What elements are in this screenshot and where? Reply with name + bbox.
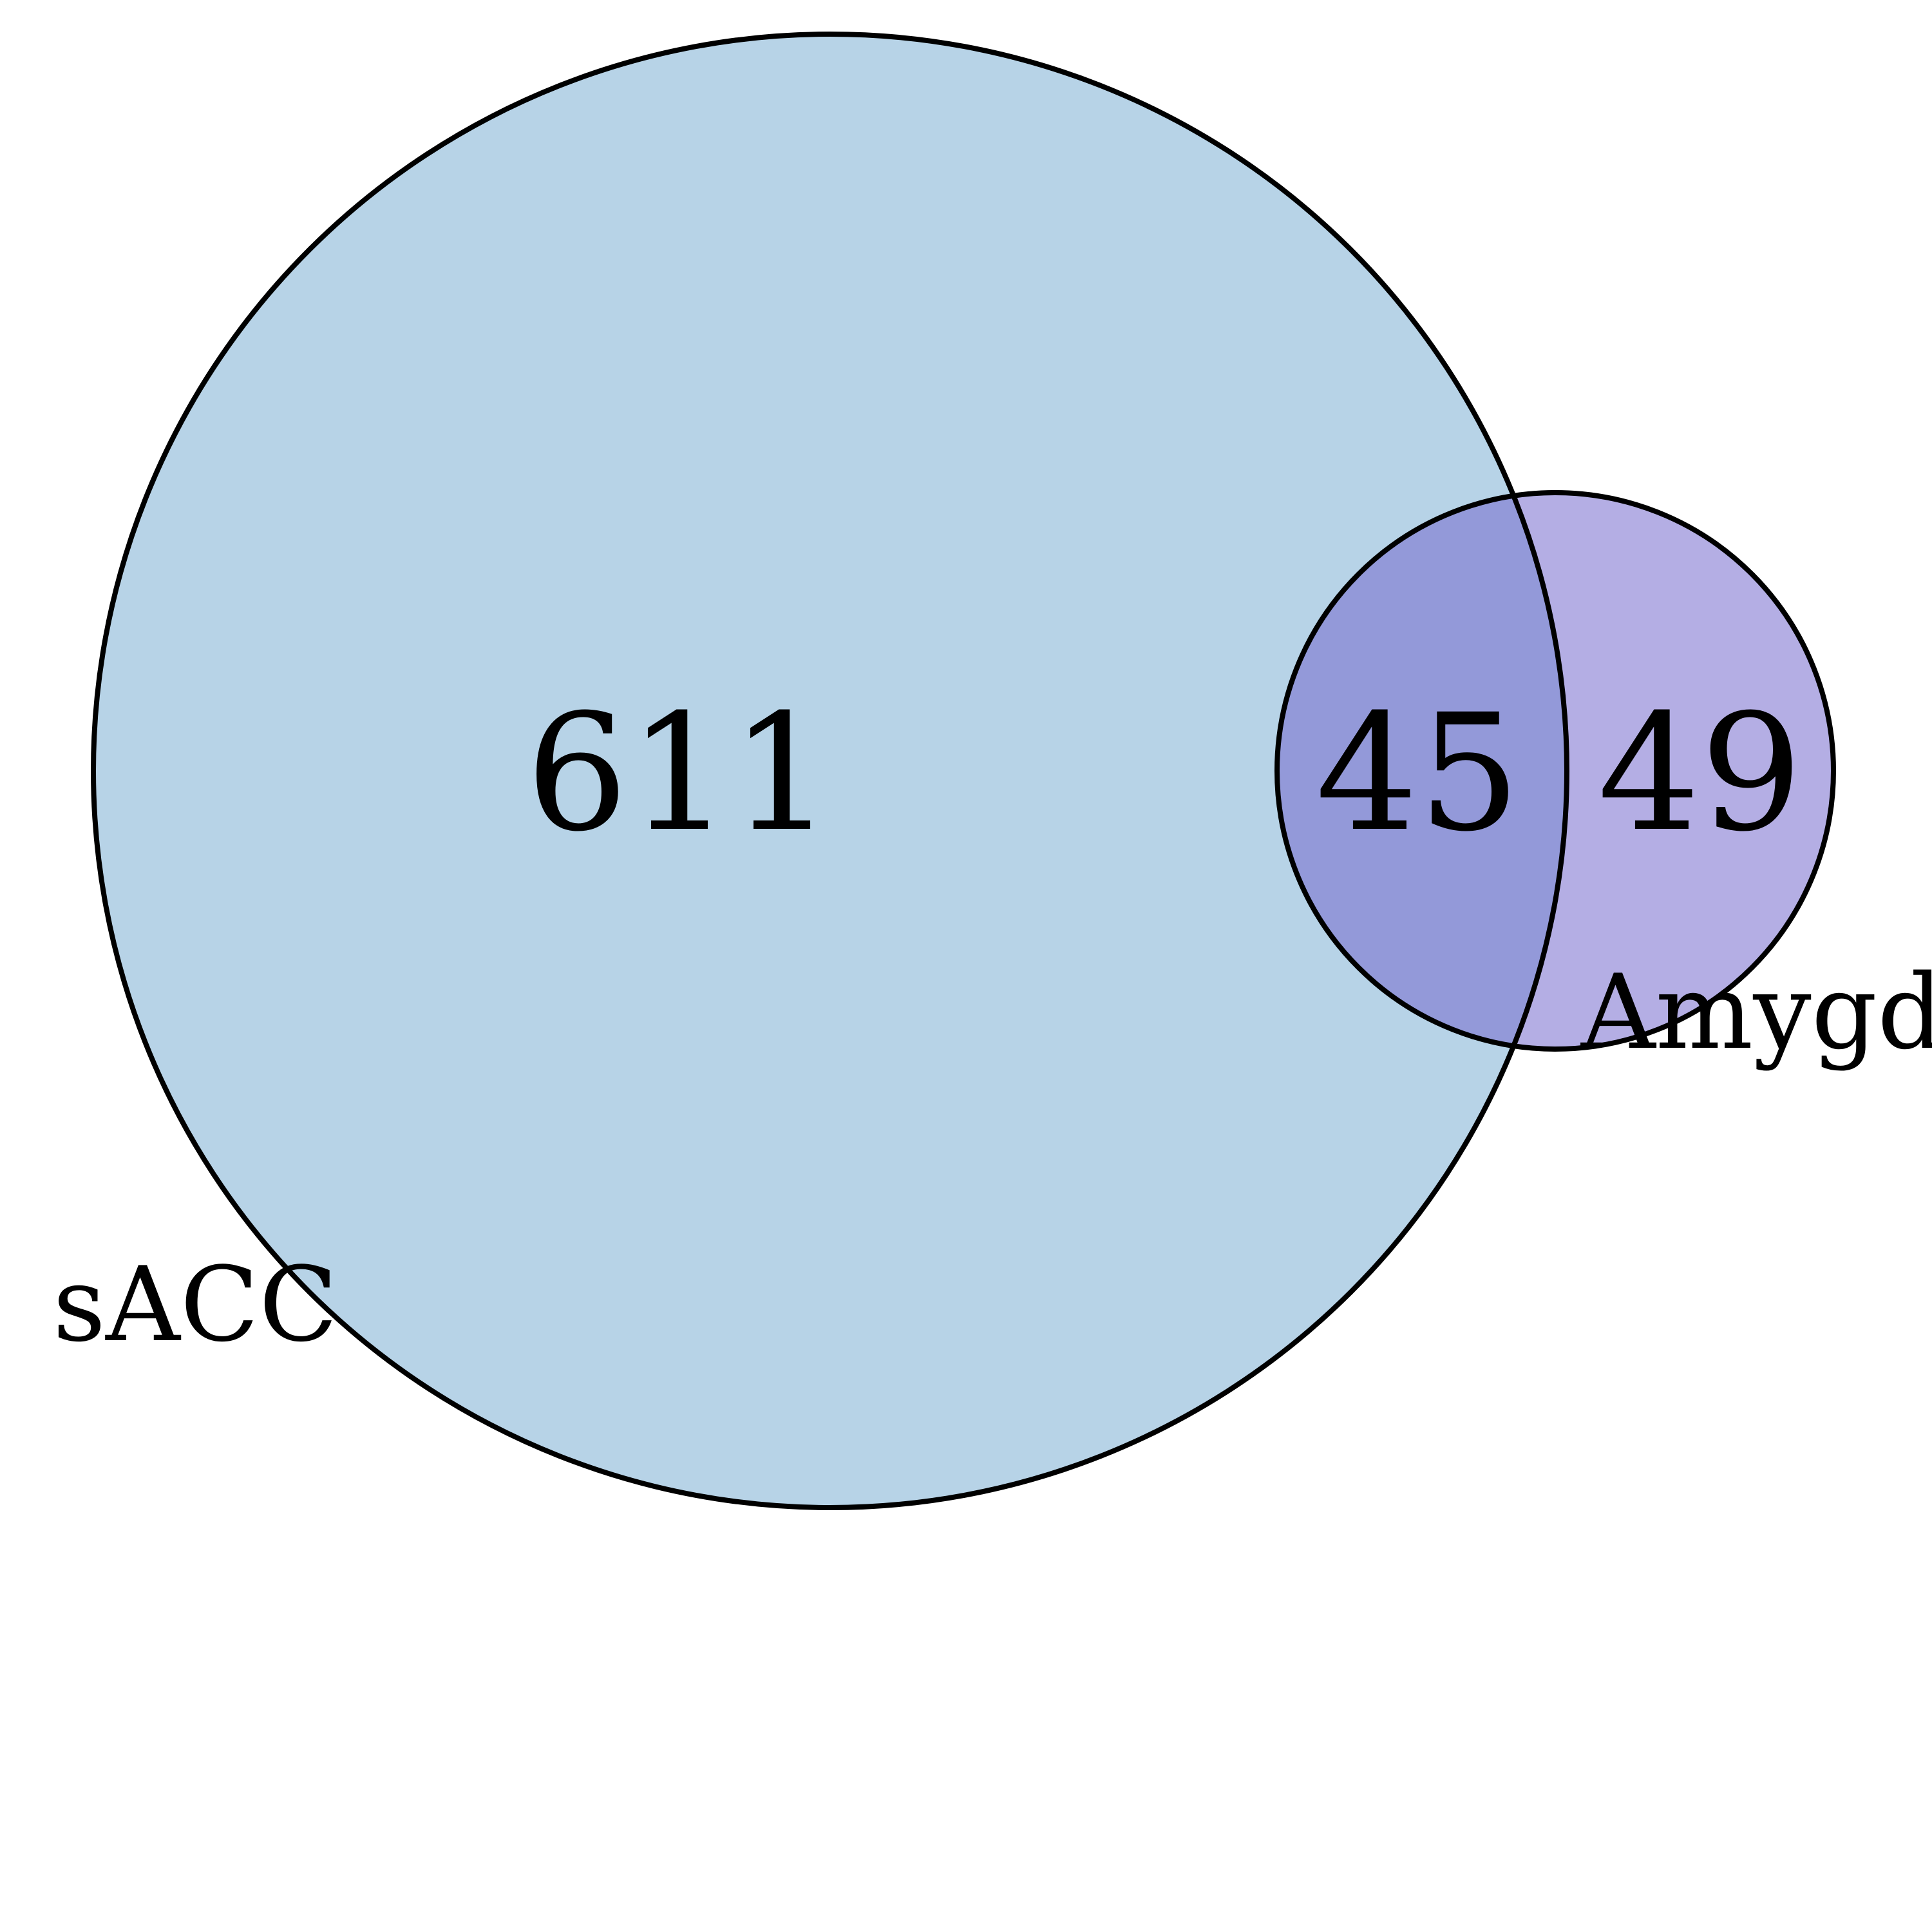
amygdala-set-label: Amygdala [1580, 952, 1932, 1072]
sacc-circle [93, 34, 1567, 1508]
amygdala-circle-outline [1274, 490, 1836, 1052]
sacc-set-label: sACC [53, 1244, 338, 1365]
intersection-count: 45 [1316, 679, 1520, 867]
intersection-region [1277, 493, 1567, 1049]
amygdala-only-count: 49 [1598, 679, 1803, 867]
sacc-circle-outline [91, 32, 1569, 1510]
sacc-only-count: 611 [526, 679, 833, 867]
